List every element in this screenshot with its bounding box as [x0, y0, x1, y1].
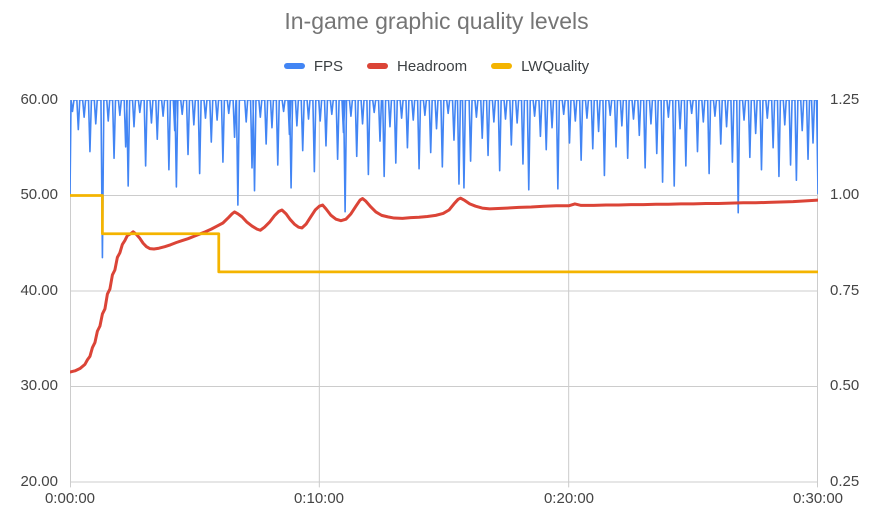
- chart-canvas[interactable]: [70, 100, 818, 488]
- legend-item-lwquality[interactable]: LWQuality: [491, 58, 589, 75]
- lwquality-series-swatch: [491, 63, 513, 69]
- y-axis-left-tick-30: 30.00: [20, 377, 58, 394]
- y-axis-right-tick-1-00: 1.00: [830, 186, 860, 203]
- y-axis-right-tick-0-75: 0.75: [830, 282, 860, 299]
- x-axis-tick-0-20-00: 0:20:00: [543, 490, 595, 507]
- y-axis-left-tick-40: 40.00: [20, 282, 58, 299]
- y-axis-right-tick-0-50: 0.50: [830, 377, 860, 394]
- legend-label-headroom: Headroom: [397, 57, 468, 75]
- x-axis-tick-0-00-00: 0:00:00: [44, 490, 96, 507]
- y-axis-right-tick-0-25: 0.25: [830, 473, 860, 490]
- y-axis-left-tick-50: 50.00: [20, 186, 58, 203]
- legend-label-lwquality: LWQuality: [521, 57, 590, 75]
- legend-label-fps: FPS: [313, 57, 344, 75]
- y-axis-left-tick-60: 60.00: [20, 91, 58, 108]
- x-axis-tick-0-10-00: 0:10:00: [293, 490, 345, 507]
- legend: FPS Headroom LWQuality: [0, 56, 873, 76]
- y-axis-right-tick-1-25: 1.25: [830, 91, 860, 108]
- legend-item-fps[interactable]: FPS: [283, 57, 344, 75]
- x-axis-tick-0-30-00: 0:30:00: [792, 490, 844, 507]
- chart-title: In-game graphic quality levels: [284, 8, 589, 34]
- plot-area[interactable]: [70, 100, 818, 488]
- fps-series-swatch: [283, 63, 305, 69]
- y-axis-left-tick-20: 20.00: [20, 473, 58, 490]
- legend-item-headroom[interactable]: Headroom: [367, 58, 467, 75]
- headroom-series-swatch: [367, 63, 389, 69]
